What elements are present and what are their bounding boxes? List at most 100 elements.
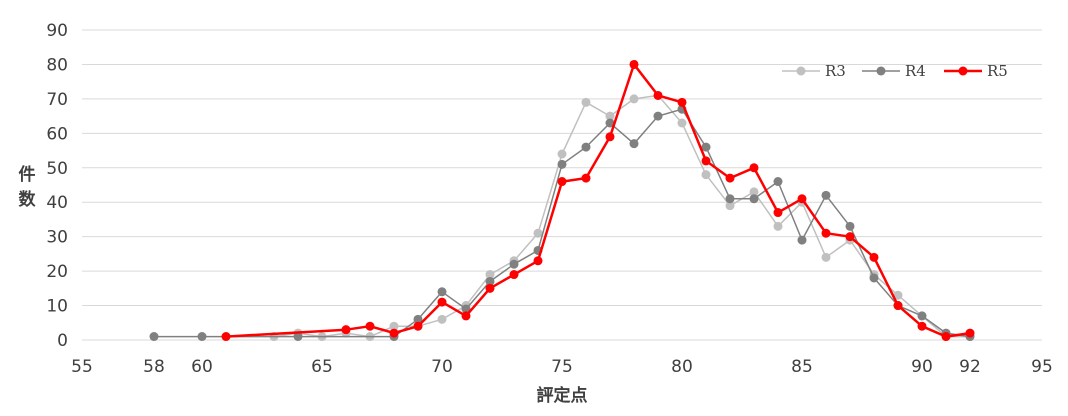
data-point (845, 232, 855, 242)
x-tick-label: 75 (551, 357, 573, 377)
data-point (869, 252, 879, 262)
series-R5 (221, 59, 975, 342)
data-point (629, 94, 639, 104)
data-point (605, 118, 615, 128)
data-point (437, 314, 447, 324)
x-tick-label: 92 (959, 357, 981, 377)
series-line (225, 63, 971, 338)
data-point (197, 332, 207, 342)
data-point (461, 311, 471, 321)
data-point (533, 256, 543, 266)
x-tick-label: 85 (791, 357, 813, 377)
data-point (893, 290, 903, 300)
data-point (437, 297, 447, 307)
legend-swatch-marker (796, 66, 806, 76)
data-point (365, 321, 375, 331)
legend-entry: R3 (825, 62, 846, 80)
y-tick-label: 90 (46, 21, 68, 41)
data-point (389, 321, 399, 331)
legend-swatch-marker (958, 66, 968, 76)
data-point (653, 90, 663, 100)
x-tick-label: 70 (431, 357, 453, 377)
data-point (749, 194, 759, 204)
data-point (749, 163, 759, 173)
data-point (965, 328, 975, 338)
data-point (845, 221, 855, 231)
data-point (533, 228, 543, 238)
x-tick-label: 95 (1031, 357, 1053, 377)
data-point (773, 208, 783, 218)
x-tick-label: 80 (671, 357, 693, 377)
legend-swatch-marker (876, 66, 886, 76)
data-point (221, 332, 231, 342)
data-point (773, 177, 783, 187)
data-point (605, 111, 615, 121)
x-tick-label: 65 (311, 357, 333, 377)
data-point (893, 301, 903, 311)
x-tick-label: 58 (143, 357, 165, 377)
y-tick-label: 10 (46, 297, 68, 317)
y-tick-label: 70 (46, 90, 68, 110)
data-point (557, 149, 567, 159)
data-point (773, 221, 783, 231)
y-axis-ticks: 0 10 20 30 40 50 60 70 80 90 (46, 21, 68, 351)
data-point (917, 311, 927, 321)
data-point (653, 111, 663, 121)
data-point (485, 270, 495, 280)
x-axis-ticks: 55 58 60 65 70 75 80 85 90 92 95 (71, 357, 1053, 377)
data-point (797, 194, 807, 204)
data-point (677, 97, 687, 107)
x-tick-label: 60 (191, 357, 213, 377)
data-point (509, 270, 519, 280)
data-point (341, 325, 351, 335)
series-R4 (149, 104, 975, 342)
data-point (701, 170, 711, 180)
x-axis-label: 評定点 (537, 385, 588, 406)
data-point (149, 332, 159, 342)
data-point (629, 139, 639, 149)
y-axis-label-line2: 数 (19, 189, 37, 210)
y-tick-label: 0 (57, 331, 68, 351)
data-point (461, 304, 471, 314)
data-series (149, 59, 975, 342)
data-point (821, 252, 831, 262)
y-tick-label: 80 (46, 55, 68, 75)
series-R3 (269, 90, 975, 342)
data-point (557, 159, 567, 169)
data-point (581, 142, 591, 152)
data-point (293, 332, 303, 342)
y-axis-label-line1: 件 (19, 164, 36, 185)
data-point (701, 142, 711, 152)
y-tick-label: 40 (46, 193, 68, 213)
data-point (413, 321, 423, 331)
legend-entry: R4 (905, 62, 926, 80)
data-point (797, 235, 807, 245)
data-point (677, 118, 687, 128)
series-line (273, 94, 970, 338)
data-point (917, 321, 927, 331)
data-point (581, 173, 591, 183)
data-point (701, 156, 711, 166)
data-point (725, 173, 735, 183)
data-point (725, 201, 735, 211)
data-point (869, 273, 879, 283)
series-line (154, 108, 971, 338)
legend-entry: R5 (987, 62, 1008, 80)
x-tick-label: 90 (911, 357, 933, 377)
data-point (629, 59, 639, 69)
data-point (605, 132, 615, 142)
data-point (581, 97, 591, 107)
data-point (437, 287, 447, 297)
data-point (725, 194, 735, 204)
data-point (749, 187, 759, 197)
data-point (509, 259, 519, 269)
data-point (821, 190, 831, 200)
data-point (941, 332, 951, 342)
y-tick-label: 20 (46, 262, 68, 282)
data-point (389, 328, 399, 338)
data-point (821, 228, 831, 238)
y-tick-label: 60 (46, 124, 68, 144)
y-tick-label: 50 (46, 159, 68, 179)
data-point (557, 177, 567, 187)
